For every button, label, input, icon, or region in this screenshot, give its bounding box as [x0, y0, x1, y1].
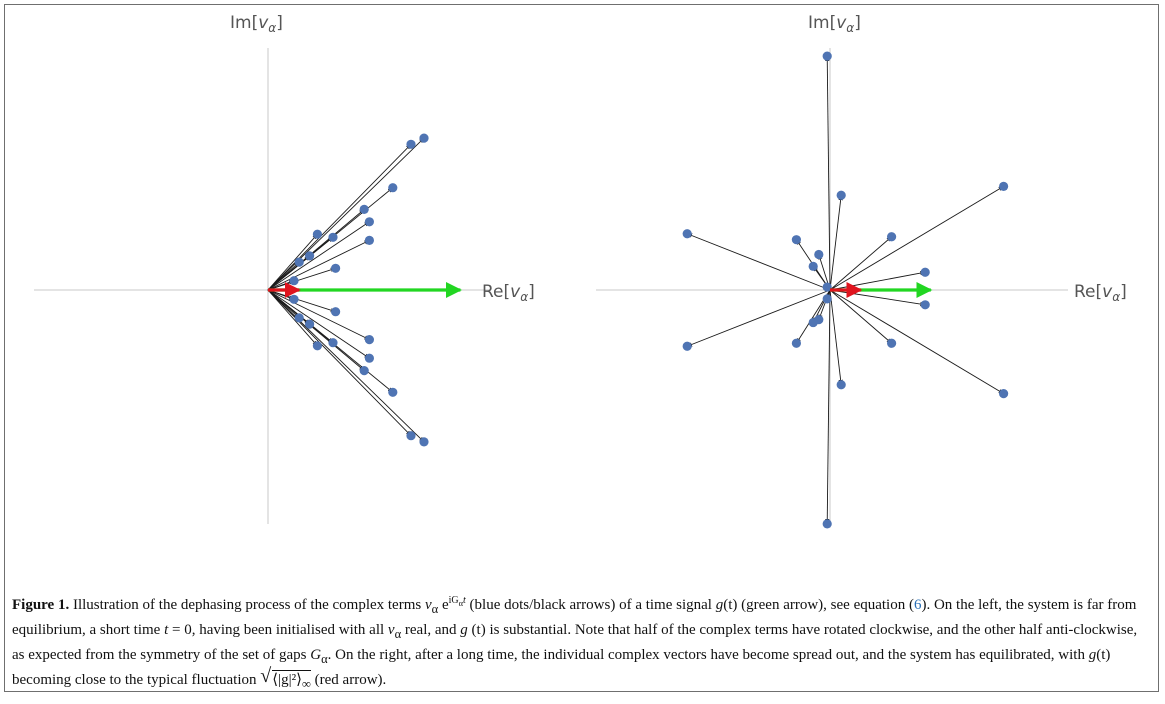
left-y-axis-label: Im[vα]	[230, 13, 283, 35]
sqrt-expression: ⟨|g|²⟩∞	[260, 666, 311, 695]
complex-term-arrow	[267, 289, 412, 437]
complex-term-arrow	[267, 289, 425, 443]
complex-term-dot	[294, 257, 304, 267]
complex-term-arrow	[267, 289, 370, 359]
complex-term-dot	[364, 217, 374, 227]
complex-term-dot	[406, 139, 416, 149]
right-x-axis-label: Re[vα]	[1074, 282, 1127, 304]
complex-term-dot	[808, 261, 818, 271]
complex-term-dot	[836, 190, 846, 200]
complex-term-dot	[814, 249, 824, 260]
complex-term-dot	[305, 319, 315, 329]
complex-term-dot	[328, 338, 338, 348]
right-axes	[596, 48, 1068, 524]
complex-term-arrow	[686, 289, 831, 347]
complex-term-arrow	[829, 289, 893, 344]
right-marks	[682, 51, 1009, 529]
complex-term-dot	[289, 294, 299, 304]
complex-term-dot	[388, 387, 398, 397]
complex-term-arrow	[829, 289, 1005, 394]
left-axes	[34, 48, 490, 524]
complex-term-arrow	[267, 289, 370, 341]
complex-term-dot	[388, 183, 398, 193]
complex-term-arrow	[829, 289, 843, 386]
complex-term-arrow	[829, 194, 843, 291]
complex-term-arrow	[267, 239, 370, 291]
complex-term-arrow	[267, 137, 425, 291]
complex-term-arrow	[829, 236, 893, 291]
left-x-axis-label: Re[vα]	[482, 282, 535, 304]
complex-term-dot	[682, 341, 692, 351]
figure-label: Figure 1.	[12, 597, 70, 613]
complex-term-dot	[822, 51, 832, 61]
left-marks	[267, 133, 462, 447]
complex-term-arrow	[825, 289, 831, 525]
right-phasor-plot: Im[vα] Re[vα]	[596, 13, 1127, 529]
left-phasor-plot: Im[vα] Re[vα]	[34, 13, 535, 524]
complex-term-dot	[328, 232, 338, 242]
complex-term-dot	[294, 313, 304, 323]
complex-term-dot	[419, 437, 429, 447]
figure-frame	[4, 4, 1159, 692]
complex-term-dot	[406, 431, 416, 441]
complex-term-dot	[822, 282, 832, 292]
complex-term-dot	[999, 181, 1009, 191]
complex-term-dot	[791, 235, 801, 245]
complex-term-dot	[305, 251, 315, 261]
complex-term-arrow	[829, 289, 926, 307]
complex-term-arrow	[267, 221, 370, 291]
complex-term-dot	[887, 232, 897, 242]
complex-term-dot	[822, 294, 832, 304]
complex-term-arrow	[267, 289, 318, 347]
complex-term-dot	[331, 263, 341, 273]
complex-term-dot	[836, 380, 846, 390]
right-y-axis-label: Im[vα]	[808, 13, 861, 35]
complex-term-dot	[682, 229, 692, 239]
complex-term-arrow	[829, 271, 926, 291]
complex-term-dot	[359, 204, 369, 214]
complex-term-dot	[312, 341, 322, 351]
complex-term-dot	[920, 300, 930, 310]
equation-reference-link[interactable]: 6	[913, 597, 922, 613]
complex-term-dot	[822, 519, 832, 529]
complex-term-dot	[887, 338, 897, 348]
complex-term-dot	[312, 229, 322, 239]
complex-term-dot	[331, 307, 341, 317]
complex-term-dot	[364, 335, 374, 345]
complex-term-arrow	[686, 233, 831, 291]
complex-term-dot	[359, 366, 369, 376]
figure-caption: Figure 1. Illustration of the dephasing …	[12, 590, 1152, 695]
complex-term-dot	[364, 235, 374, 245]
complex-term-dot	[920, 267, 930, 277]
complex-term-arrow	[829, 186, 1005, 291]
complex-term-arrow	[267, 143, 412, 291]
complex-term-dot	[289, 276, 299, 286]
complex-term-dot	[791, 338, 801, 348]
complex-term-arrow	[825, 55, 831, 291]
complex-term-dot	[808, 317, 818, 328]
complex-term-dot	[419, 133, 429, 143]
complex-term-arrow	[267, 233, 318, 291]
complex-term-dot	[999, 389, 1009, 399]
complex-term-dot	[364, 353, 374, 363]
